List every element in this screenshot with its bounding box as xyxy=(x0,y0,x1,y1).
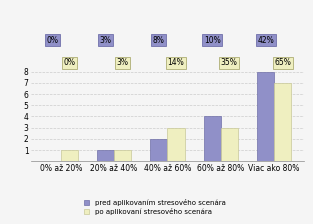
Bar xyxy=(204,116,221,161)
Text: 0%: 0% xyxy=(46,36,58,45)
Bar xyxy=(61,150,78,161)
Bar xyxy=(167,128,185,161)
Text: 35%: 35% xyxy=(221,58,238,67)
Bar xyxy=(150,139,167,161)
Text: 10%: 10% xyxy=(204,36,221,45)
Text: 3%: 3% xyxy=(117,58,129,67)
Text: 0%: 0% xyxy=(63,58,75,67)
Bar xyxy=(257,72,274,161)
Text: 8%: 8% xyxy=(153,36,165,45)
Bar xyxy=(97,150,114,161)
Text: 42%: 42% xyxy=(257,36,274,45)
Legend: pred aplikovaním stresového scenára, po aplikovaní stresového scenára: pred aplikovaním stresového scenára, po … xyxy=(84,199,226,215)
Bar xyxy=(274,83,291,161)
Text: 65%: 65% xyxy=(274,58,291,67)
Bar xyxy=(114,150,131,161)
Text: 14%: 14% xyxy=(168,58,184,67)
Bar xyxy=(221,128,238,161)
Text: 3%: 3% xyxy=(100,36,111,45)
